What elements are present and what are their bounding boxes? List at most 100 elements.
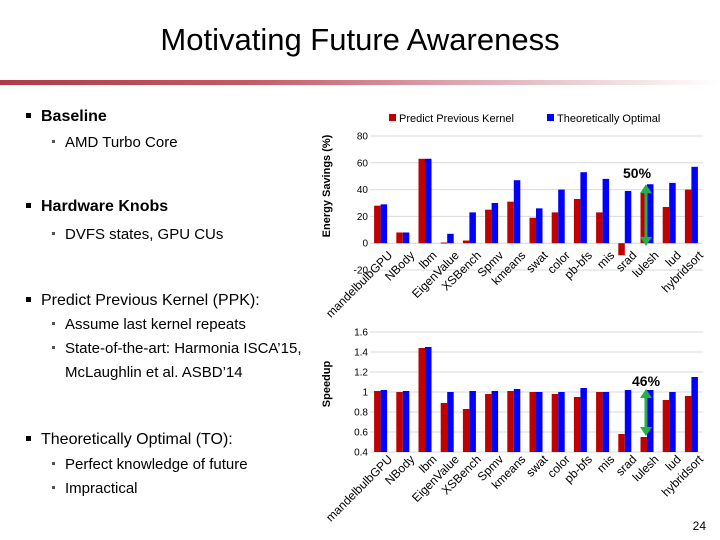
speedup-category-label: mis <box>594 452 617 475</box>
speedup-bar-to <box>425 347 432 452</box>
speedup-category-label: mandelbulbGPU <box>323 452 395 524</box>
speedup-tick-label: 1 <box>362 388 368 399</box>
sub-bullet-dot-icon <box>52 322 55 326</box>
energy-annotation: 50% <box>623 165 652 181</box>
bullet-hw-knobs-text: Hardware Knobs <box>41 198 169 215</box>
energy-gap-arrow-head-up <box>640 184 652 194</box>
speedup-bar-to <box>536 392 543 452</box>
energy-bar-ppk <box>462 240 470 244</box>
bullet-square-icon <box>26 296 31 302</box>
speedup-bar-ppk <box>440 403 448 452</box>
legend-label-ppk: Predict Previous Kernel <box>399 113 514 125</box>
speedup-bar-to <box>447 392 454 452</box>
energy-bar-to <box>447 233 454 244</box>
speedup-tick-label: 1.6 <box>354 328 368 339</box>
bullet-baseline-text: Baseline <box>41 108 107 125</box>
energy-bar-ppk <box>440 242 448 244</box>
energy-bar-ppk <box>618 243 625 256</box>
speedup-bar-ppk <box>640 437 647 452</box>
energy-axis-title: Energy Savings (%) <box>321 134 333 237</box>
sub-bullet-to-2: Impractical <box>52 480 138 497</box>
energy-bar-to <box>513 180 521 244</box>
sub-bullet-ppk-2: State-of-the-art: Harmonia ISCA’15, <box>52 340 301 357</box>
speedup-bar-to <box>669 392 676 452</box>
speedup-bar-ppk <box>462 409 470 452</box>
energy-bar-to <box>669 182 676 244</box>
speedup-gap-arrow-head-down <box>640 427 652 436</box>
bullet-square-icon <box>26 435 31 441</box>
energy-gap-arrow-head-down <box>640 236 652 246</box>
energy-tick-label: 20 <box>357 212 369 223</box>
energy-bar-ppk <box>684 189 692 244</box>
energy-bar-to <box>580 172 587 244</box>
speedup-bar-ppk <box>396 392 403 452</box>
page-number: 24 <box>692 519 706 533</box>
speedup-bar-ppk <box>374 391 381 452</box>
speedup-bar-to <box>402 391 410 452</box>
speedup-bar-to <box>691 377 698 452</box>
sub-bullet-amd-turbo: AMD Turbo Core <box>52 134 178 151</box>
energy-bar-to <box>491 203 499 244</box>
bullet-to: Theoretically Optimal (TO): <box>26 431 233 449</box>
speedup-category-label: swat <box>523 452 551 480</box>
speedup-bar-to <box>469 391 476 452</box>
sub-bullet-dvfs: DVFS states, GPU CUs <box>52 226 223 243</box>
energy-bar-ppk <box>529 217 536 244</box>
speedup-bar-ppk <box>485 394 492 452</box>
energy-bar-ppk <box>573 198 581 244</box>
bullet-square-icon <box>26 112 31 118</box>
sub-bullet-to-1: Perfect knowledge of future <box>52 456 248 473</box>
energy-bar-to <box>691 166 698 244</box>
energy-bar-to <box>624 190 632 244</box>
speedup-bar-to <box>491 391 499 452</box>
energy-bar-to <box>425 158 432 244</box>
speedup-axis-title: Speedup <box>321 360 333 407</box>
speedup-bar-ppk <box>573 397 581 452</box>
energy-tick-label: 60 <box>357 158 369 169</box>
sub-bullet-ppk-2-text: State-of-the-art: Harmonia ISCA’15, <box>65 340 302 357</box>
speedup-bar-ppk <box>507 391 514 452</box>
energy-bar-to <box>469 212 476 244</box>
energy-category-label: swat <box>523 248 551 276</box>
bullet-baseline: Baseline <box>26 108 107 126</box>
energy-tick-label: 0 <box>362 239 368 250</box>
energy-bar-ppk <box>374 205 381 244</box>
speedup-bar-to <box>558 392 565 452</box>
speedup-tick-label: 0.4 <box>354 448 368 459</box>
bullet-ppk-text: Predict Previous Kernel (PPK): <box>41 292 260 309</box>
energy-bar-ppk <box>396 232 403 244</box>
speedup-tick-label: 0.6 <box>354 428 368 439</box>
sub-bullet-ppk-1-text: Assume last kernel repeats <box>65 316 246 333</box>
chart-legend: Predict Previous Kernel Theoretically Opt… <box>389 113 660 125</box>
energy-bar-ppk <box>551 212 559 244</box>
speedup-bar-to <box>513 389 521 452</box>
energy-bar-ppk <box>640 192 647 244</box>
energy-bar-to <box>380 204 388 244</box>
speedup-bar-ppk <box>418 348 425 452</box>
speedup-bar-ppk <box>662 400 670 452</box>
energy-bar-to <box>647 184 654 244</box>
bullet-list: Baseline AMD Turbo Core Hardware Knobs D… <box>0 0 330 540</box>
energy-category-label: lulesh <box>630 248 662 280</box>
energy-tick-label: 40 <box>357 185 369 196</box>
energy-bar-to <box>536 208 543 244</box>
speedup-tick-label: 0.8 <box>354 408 368 419</box>
energy-category-label: mandelbulbGPU <box>323 248 395 320</box>
speedup-bar-to <box>624 390 632 452</box>
energy-tick-label: 80 <box>357 132 369 143</box>
sub-bullet-to-1-text: Perfect knowledge of future <box>65 456 248 473</box>
bullet-hw-knobs: Hardware Knobs <box>26 198 168 216</box>
sub-bullet-dot-icon <box>52 346 55 350</box>
bullet-ppk: Predict Previous Kernel (PPK): <box>26 292 260 310</box>
energy-bar-ppk <box>662 207 670 244</box>
sub-bullet-dot-icon <box>52 462 55 466</box>
energy-bar-ppk <box>507 201 514 244</box>
speedup-bar-ppk <box>551 394 559 452</box>
energy-bar-ppk <box>596 212 603 244</box>
bullet-to-text: Theoretically Optimal (TO): <box>41 431 233 448</box>
speedup-category-label: lulesh <box>630 452 662 484</box>
speedup-bar-to <box>602 392 610 452</box>
energy-bar-ppk <box>418 158 425 244</box>
slide-title: Motivating Future Awareness <box>160 22 560 57</box>
